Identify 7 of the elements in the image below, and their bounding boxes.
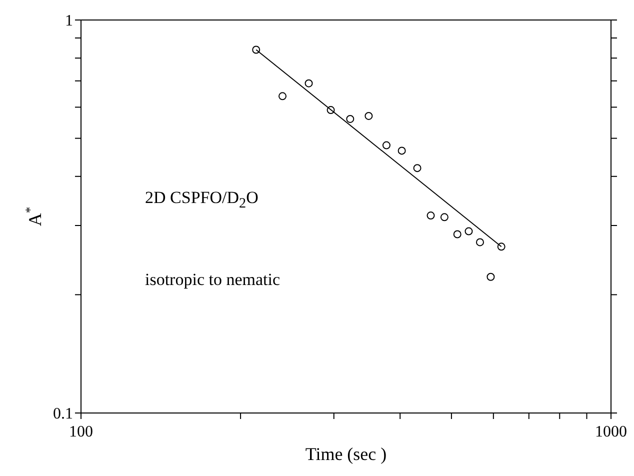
annotation: isotropic to nematic	[145, 270, 280, 290]
y-tick-label: 1	[65, 12, 73, 30]
y-tick-label: 0.1	[53, 406, 73, 423]
annotation: 2D CSPFO/D$_{2}$O	[145, 188, 258, 212]
x-tick-label: 1000	[595, 423, 627, 440]
x-tick-label: 100	[69, 423, 93, 440]
x-axis-title: Time (sec )	[305, 444, 387, 464]
